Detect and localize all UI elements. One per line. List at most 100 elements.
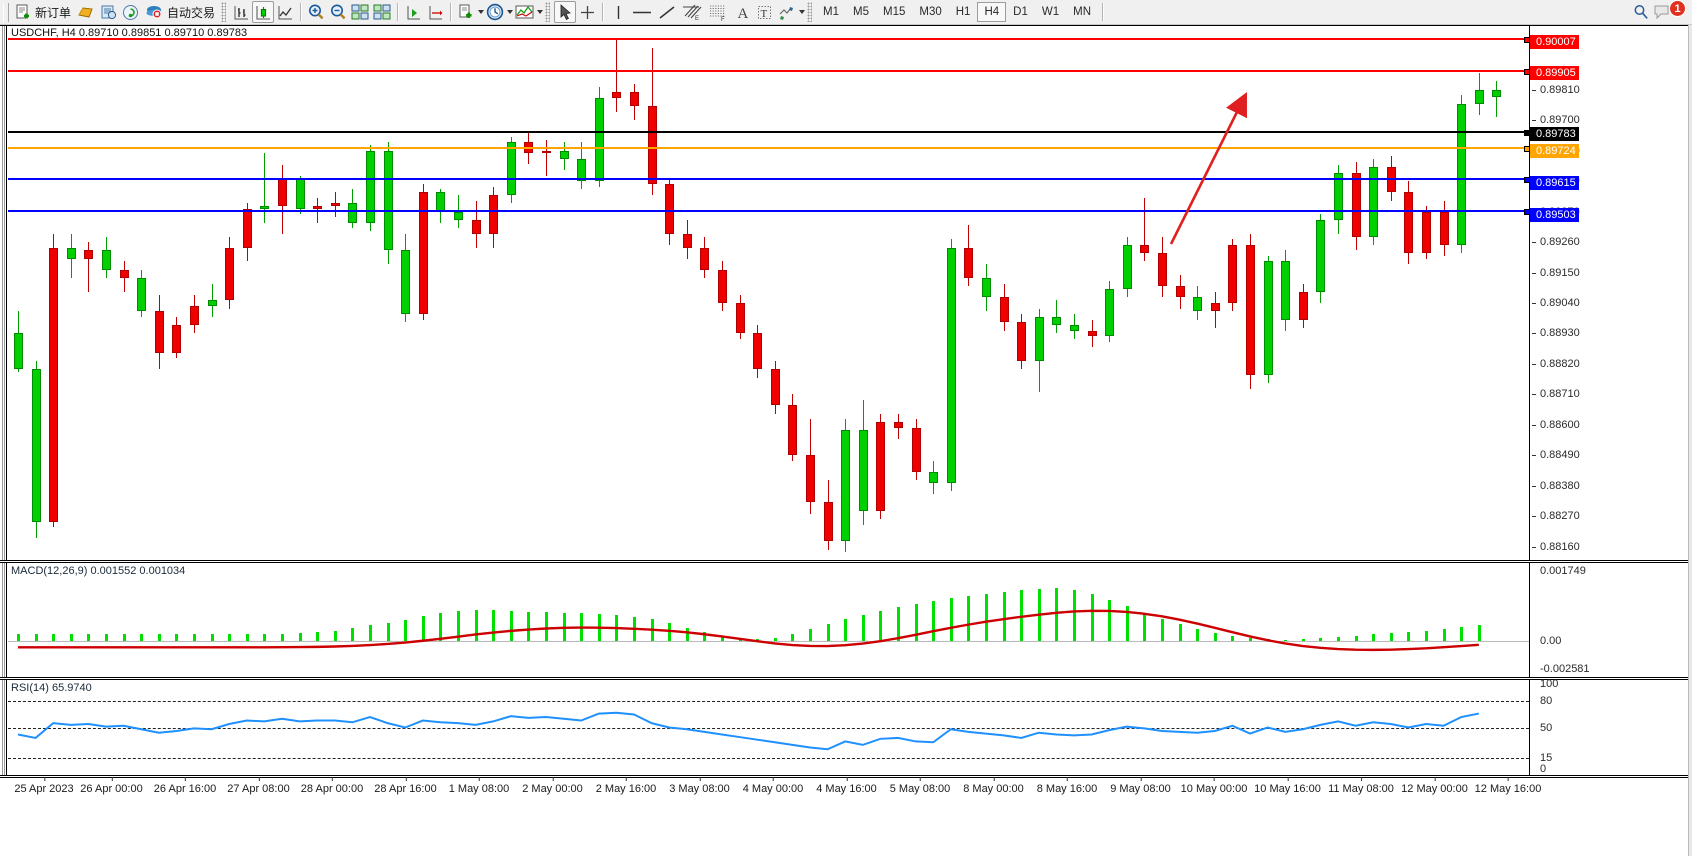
candlestick[interactable] [682,26,692,560]
zoom-out-button[interactable] [327,1,349,23]
candlestick[interactable] [1122,26,1132,560]
candlestick[interactable] [524,26,534,560]
rsi-pane[interactable]: RSI(14) 65.9740 100 80 50 15 0 [0,678,1692,776]
candlestick[interactable] [1017,26,1027,560]
line-handle[interactable] [1524,130,1529,136]
candlestick[interactable] [1281,26,1291,560]
candlestick[interactable] [172,26,182,560]
text-box-button[interactable]: T [753,1,775,23]
timeframe-h1[interactable]: H1 [955,6,971,18]
candlestick[interactable] [594,26,604,560]
vertical-scrollbar[interactable] [1688,25,1692,856]
macd-plot[interactable] [8,563,1529,677]
alerts-button[interactable]: 1 [1652,0,1686,23]
candlestick[interactable] [1492,26,1502,560]
drawing-tools-button[interactable] [775,1,798,23]
candlestick[interactable] [788,26,798,560]
candlestick[interactable] [665,26,675,560]
candlestick[interactable] [278,26,287,560]
candlestick[interactable] [1351,26,1361,560]
candlestick[interactable] [612,26,622,560]
candlestick[interactable] [1140,26,1150,560]
candlestick[interactable] [999,26,1009,560]
vertical-line-button[interactable] [607,1,629,23]
toolbar-grip-2[interactable] [221,2,227,22]
template-button[interactable] [75,1,97,23]
candlestick[interactable] [1369,26,1379,560]
candlestick[interactable] [946,26,956,560]
candlestick[interactable] [770,26,780,560]
timeframe-d1[interactable]: D1 [1013,6,1028,18]
candlestick[interactable] [260,26,270,560]
candlestick[interactable] [366,26,375,560]
support-1-price-label[interactable]: 0.89615 [1530,176,1579,190]
new-order-button[interactable]: 新订单 [11,1,75,23]
pivot-line[interactable] [8,146,1529,152]
candlestick[interactable] [418,26,428,560]
auto-trading-button[interactable]: 自动交易 [141,1,219,23]
horizontal-line-button[interactable] [629,1,655,23]
zoom-in-button[interactable] [305,1,327,23]
candlestick[interactable] [489,26,499,560]
candlestick[interactable] [1386,26,1396,560]
candlestick[interactable] [1210,26,1220,560]
candlestick[interactable] [718,26,727,560]
timeframe-mn[interactable]: MN [1073,6,1091,18]
rsi-left-grip[interactable] [0,680,7,775]
price-pane[interactable]: USDCHF, H4 0.89710 0.89851 0.89710 0.897… [0,25,1692,561]
line-handle[interactable] [1524,146,1529,152]
candlestick[interactable] [1334,26,1343,560]
candlestick[interactable] [577,26,587,560]
cursor-button[interactable] [554,1,577,23]
add-indicator-caret-icon[interactable] [478,10,485,14]
line-handle[interactable] [1524,69,1529,75]
pane-left-grip[interactable] [0,26,7,560]
candlestick[interactable] [1298,26,1308,560]
price-axis[interactable]: 0.898100.897000.895900.894800.893700.892… [1530,26,1692,560]
close-line[interactable] [8,130,1529,136]
candlestick[interactable] [225,26,235,560]
candlestick[interactable] [1316,26,1326,560]
print-preview-button[interactable] [97,1,119,23]
candlestick[interactable] [102,26,111,560]
candlestick[interactable] [119,26,129,560]
candlestick[interactable] [137,26,147,560]
chart-area[interactable]: USDCHF, H4 0.89710 0.89851 0.89710 0.897… [0,25,1692,856]
support-line-2[interactable] [8,209,1529,215]
line-handle[interactable] [1524,209,1529,215]
candlestick[interactable] [1246,26,1255,560]
equidistant-channel-button[interactable]: E [679,1,705,23]
candlestick[interactable] [1457,26,1467,560]
candlestick[interactable] [876,26,886,560]
timeframe-w1[interactable]: W1 [1041,6,1060,18]
toolbar-grip-3[interactable] [545,2,551,22]
resistance-1-price-label[interactable]: 0.89905 [1530,66,1579,80]
candlestick[interactable] [436,26,446,560]
candlestick[interactable] [806,26,815,560]
candlestick[interactable] [1087,26,1097,560]
macd-pane[interactable]: MACD(12,26,9) 0.001552 0.001034 0.001749… [0,562,1692,678]
pivot-price-label[interactable]: 0.89724 [1530,144,1579,158]
search-button[interactable] [1630,1,1652,23]
tile-windows-button-2[interactable] [371,1,393,23]
candlestick[interactable] [982,26,991,560]
candlestick[interactable] [1439,26,1449,560]
objects-button[interactable] [513,1,536,23]
candlestick[interactable] [1422,26,1431,560]
tile-windows-button[interactable] [349,1,371,23]
last-close-price-label[interactable]: 0.89783 [1530,127,1579,141]
candlestick[interactable] [1474,26,1484,560]
candlestick[interactable] [1052,26,1062,560]
support-2-price-label[interactable]: 0.89503 [1530,208,1579,222]
candlestick[interactable] [1070,26,1079,560]
timeframe-m1[interactable]: M1 [823,6,840,18]
candlestick[interactable] [506,26,516,560]
candlestick[interactable] [154,26,164,560]
candlestick[interactable] [207,26,217,560]
candlestick[interactable] [735,26,745,560]
candlestick[interactable] [894,26,903,560]
candlestick[interactable] [647,26,657,560]
bar-chart-button[interactable] [230,1,252,23]
resistance-line-2[interactable] [8,37,1529,43]
candlestick[interactable] [84,26,94,560]
